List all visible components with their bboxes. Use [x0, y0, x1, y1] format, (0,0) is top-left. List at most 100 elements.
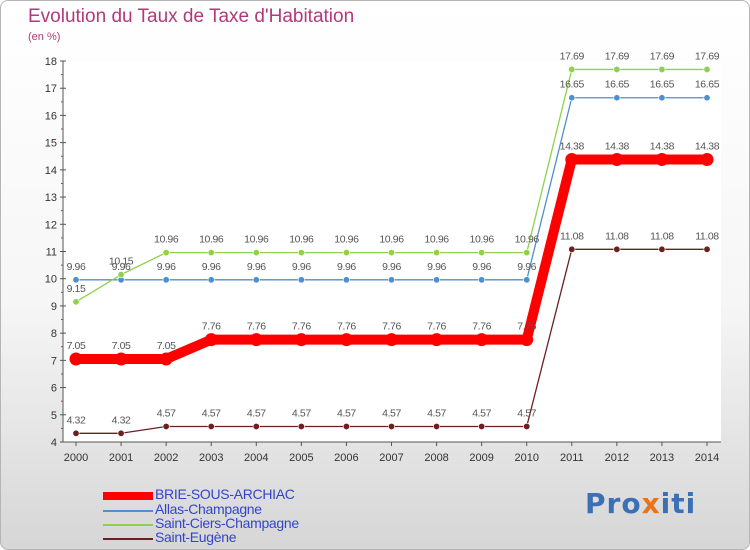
y-tick-label-17: 17 — [45, 83, 57, 95]
data-label-0-4: 7.76 — [247, 321, 266, 333]
data-point-0-11 — [565, 153, 579, 167]
data-point-1-3 — [207, 276, 215, 284]
data-label-2-1: 10.15 — [109, 256, 134, 268]
x-tick-label-2013: 2013 — [650, 452, 674, 464]
data-point-3-11 — [568, 245, 576, 253]
data-label-3-9: 4.57 — [472, 407, 491, 419]
data-point-1-4 — [252, 276, 260, 284]
data-label-3-6: 4.57 — [337, 407, 356, 419]
data-label-1-13: 16.65 — [650, 79, 675, 91]
data-point-3-12 — [613, 245, 621, 253]
data-label-0-14: 14.38 — [695, 141, 720, 153]
data-label-2-10: 10.96 — [515, 234, 540, 246]
data-label-1-8: 9.96 — [427, 261, 446, 273]
data-label-3-2: 4.57 — [157, 407, 176, 419]
data-label-2-4: 10.96 — [244, 234, 269, 246]
data-point-0-2 — [159, 352, 173, 366]
data-point-2-4 — [252, 249, 260, 257]
data-label-0-9: 7.76 — [472, 321, 491, 333]
y-tick-label-6: 6 — [51, 383, 57, 395]
data-point-3-6 — [342, 422, 350, 430]
data-point-1-5 — [297, 276, 305, 284]
data-point-1-11 — [568, 94, 576, 102]
data-label-3-8: 4.57 — [427, 407, 446, 419]
data-label-2-2: 10.96 — [154, 234, 179, 246]
data-label-2-8: 10.96 — [424, 234, 449, 246]
data-point-2-5 — [297, 249, 305, 257]
data-label-2-12: 17.69 — [605, 50, 630, 62]
data-label-2-9: 10.96 — [470, 234, 495, 246]
data-label-3-14: 11.08 — [695, 230, 719, 242]
x-tick-label-2001: 2001 — [109, 452, 133, 464]
data-point-1-2 — [162, 276, 170, 284]
data-point-3-5 — [297, 422, 305, 430]
data-label-2-7: 10.96 — [379, 234, 404, 246]
logo-text-pre: Pro — [585, 487, 642, 520]
data-point-2-3 — [207, 249, 215, 257]
x-tick-label-2009: 2009 — [469, 452, 493, 464]
data-point-3-2 — [162, 422, 170, 430]
data-point-0-5 — [294, 333, 308, 347]
y-tick-label-8: 8 — [51, 328, 57, 340]
data-point-2-2 — [162, 249, 170, 257]
x-tick-label-2011: 2011 — [560, 452, 584, 464]
y-tick-label-9: 9 — [51, 301, 57, 313]
data-label-1-2: 9.96 — [157, 261, 176, 273]
x-tick-label-2002: 2002 — [154, 452, 178, 464]
data-label-0-12: 14.38 — [605, 141, 630, 153]
data-label-1-0: 9.96 — [67, 261, 86, 273]
data-label-3-10: 4.57 — [517, 407, 536, 419]
data-label-1-14: 16.65 — [695, 79, 720, 91]
data-point-1-9 — [478, 276, 486, 284]
data-point-2-11 — [568, 65, 576, 73]
data-point-0-0 — [69, 352, 83, 366]
data-label-3-1: 4.32 — [112, 414, 131, 426]
data-label-1-3: 9.96 — [202, 261, 221, 273]
data-label-1-5: 9.96 — [292, 261, 311, 273]
legend-label-allas: Allas-Champagne — [155, 501, 262, 517]
x-tick-label-2006: 2006 — [334, 452, 358, 464]
data-point-3-9 — [478, 422, 486, 430]
data-point-0-12 — [610, 153, 624, 167]
x-tick-label-2012: 2012 — [605, 452, 629, 464]
data-label-1-7: 9.96 — [382, 261, 401, 273]
x-tick-label-2008: 2008 — [424, 452, 448, 464]
y-tick-label-7: 7 — [51, 355, 57, 367]
data-point-0-13 — [655, 153, 669, 167]
data-label-0-8: 7.76 — [427, 321, 446, 333]
x-tick-label-2007: 2007 — [379, 452, 403, 464]
legend-swatch-saint-ciers — [103, 524, 153, 526]
y-tick-label-18: 18 — [45, 56, 57, 68]
data-label-0-1: 7.05 — [112, 340, 131, 352]
data-point-1-6 — [342, 276, 350, 284]
x-tick-label-2000: 2000 — [64, 452, 88, 464]
data-point-3-13 — [658, 245, 666, 253]
data-label-3-4: 4.57 — [247, 407, 266, 419]
data-label-0-7: 7.76 — [382, 321, 401, 333]
data-point-2-7 — [387, 249, 395, 257]
data-label-3-11: 11.08 — [560, 230, 584, 242]
data-label-0-5: 7.76 — [292, 321, 311, 333]
data-label-2-0: 9.15 — [67, 283, 86, 295]
legend-swatch-allas — [103, 510, 153, 512]
data-point-0-3 — [204, 333, 218, 347]
data-point-2-14 — [703, 65, 711, 73]
data-label-2-5: 10.96 — [289, 234, 314, 246]
y-tick-label-11: 11 — [46, 247, 57, 259]
legend-swatch-saint-eugene — [103, 538, 153, 540]
data-label-1-6: 9.96 — [337, 261, 356, 273]
data-label-0-6: 7.76 — [337, 321, 356, 333]
data-label-0-2: 7.05 — [157, 340, 176, 352]
data-label-1-12: 16.65 — [605, 79, 630, 91]
data-label-3-7: 4.57 — [382, 407, 401, 419]
data-label-2-3: 10.96 — [199, 234, 224, 246]
data-point-2-6 — [342, 249, 350, 257]
chart-title: Evolution du Taux de Taxe d'Habitation — [28, 6, 355, 27]
data-label-1-9: 9.96 — [472, 261, 491, 273]
legend-label-saint-ciers: Saint-Ciers-Champagne — [155, 515, 299, 531]
data-label-0-10: 7.76 — [517, 321, 536, 333]
data-label-1-1: 9.96 — [112, 261, 131, 273]
data-point-3-7 — [387, 422, 395, 430]
